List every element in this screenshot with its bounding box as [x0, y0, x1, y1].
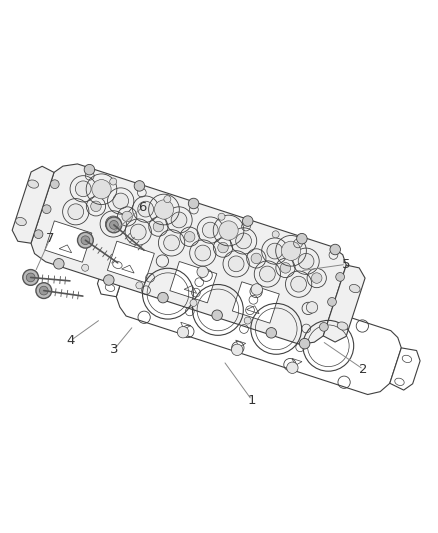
Circle shape: [75, 181, 91, 197]
Polygon shape: [12, 166, 54, 243]
Circle shape: [113, 193, 129, 209]
Circle shape: [53, 259, 64, 269]
Circle shape: [272, 231, 279, 238]
Circle shape: [244, 317, 251, 324]
Circle shape: [291, 276, 307, 292]
Circle shape: [110, 221, 118, 229]
Polygon shape: [107, 241, 154, 282]
Ellipse shape: [16, 217, 26, 225]
Circle shape: [82, 264, 89, 271]
Circle shape: [78, 232, 93, 248]
Circle shape: [81, 236, 90, 245]
Circle shape: [267, 243, 283, 259]
Polygon shape: [170, 262, 217, 303]
Circle shape: [36, 282, 52, 298]
Text: 5: 5: [342, 258, 350, 271]
Circle shape: [319, 322, 328, 332]
Circle shape: [23, 270, 39, 285]
Polygon shape: [45, 221, 92, 262]
Circle shape: [328, 297, 336, 306]
Circle shape: [26, 273, 35, 282]
Circle shape: [306, 302, 318, 313]
Circle shape: [236, 233, 251, 249]
Circle shape: [92, 180, 111, 199]
Circle shape: [184, 231, 195, 242]
Circle shape: [42, 205, 51, 214]
Circle shape: [39, 286, 48, 295]
Circle shape: [266, 328, 276, 338]
Polygon shape: [323, 265, 365, 342]
Circle shape: [281, 241, 300, 261]
Circle shape: [91, 201, 101, 212]
Polygon shape: [31, 164, 346, 344]
Circle shape: [228, 256, 244, 272]
Polygon shape: [232, 282, 279, 323]
Circle shape: [138, 201, 154, 217]
Circle shape: [212, 310, 223, 320]
Ellipse shape: [337, 322, 348, 330]
Circle shape: [336, 272, 345, 281]
Circle shape: [106, 217, 122, 233]
Circle shape: [131, 224, 146, 240]
Circle shape: [287, 362, 298, 374]
Circle shape: [280, 263, 291, 273]
Polygon shape: [390, 348, 420, 390]
Circle shape: [232, 344, 243, 356]
Ellipse shape: [28, 180, 39, 188]
Circle shape: [177, 327, 189, 338]
Polygon shape: [98, 255, 128, 297]
Circle shape: [251, 253, 261, 264]
Circle shape: [190, 300, 197, 306]
Circle shape: [50, 180, 59, 189]
Ellipse shape: [350, 285, 360, 293]
Circle shape: [164, 235, 180, 251]
Circle shape: [251, 284, 262, 295]
Text: 1: 1: [247, 393, 256, 407]
Circle shape: [259, 266, 275, 282]
Circle shape: [68, 204, 84, 220]
Text: 3: 3: [110, 343, 118, 356]
Circle shape: [134, 181, 145, 191]
Circle shape: [110, 178, 117, 185]
Circle shape: [297, 233, 307, 244]
Polygon shape: [116, 252, 401, 394]
Circle shape: [171, 212, 187, 228]
Circle shape: [330, 244, 340, 255]
Circle shape: [154, 200, 173, 219]
Circle shape: [153, 221, 164, 232]
Circle shape: [136, 282, 143, 289]
Circle shape: [103, 275, 114, 285]
Circle shape: [311, 273, 322, 284]
Circle shape: [202, 222, 218, 238]
Circle shape: [106, 216, 121, 232]
Text: 4: 4: [66, 335, 74, 348]
Circle shape: [218, 213, 225, 220]
Circle shape: [195, 245, 211, 261]
Circle shape: [219, 221, 238, 240]
Text: 7: 7: [46, 231, 55, 245]
Circle shape: [84, 164, 95, 175]
Circle shape: [197, 266, 208, 278]
Text: 6: 6: [138, 201, 147, 214]
Circle shape: [243, 216, 253, 227]
Circle shape: [298, 253, 314, 269]
Circle shape: [188, 198, 199, 209]
Circle shape: [299, 338, 310, 349]
Circle shape: [158, 293, 168, 303]
Text: 2: 2: [359, 363, 368, 376]
Circle shape: [218, 243, 228, 253]
Circle shape: [122, 211, 132, 222]
Circle shape: [34, 230, 43, 239]
Circle shape: [164, 196, 171, 203]
